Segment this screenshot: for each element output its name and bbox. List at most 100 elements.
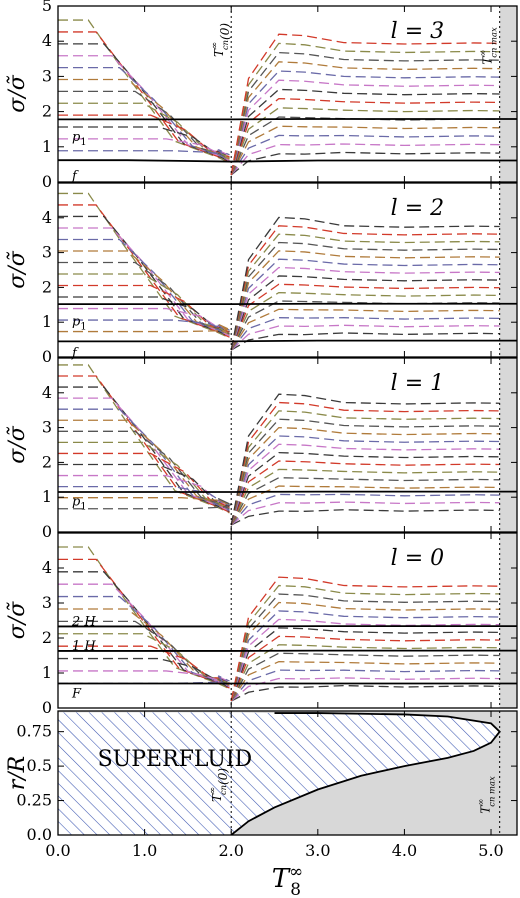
- mode-curve-superfluid: [230, 134, 500, 176]
- y-tick-label: 4: [42, 558, 52, 577]
- y-tick-label: 0.0: [27, 825, 52, 844]
- panel-2: l = 2 p1 f 0 1 2 3 4 σ/σ̃: [5, 182, 518, 366]
- mode-curve-superfluid: [230, 275, 500, 351]
- y-tick-label: 0: [42, 522, 52, 541]
- mode-curve-normal: [58, 571, 230, 688]
- panel-frame: [57, 532, 518, 709]
- mode-curve-superfluid: [230, 477, 500, 526]
- mode-label: p1: [72, 130, 87, 148]
- critical-temp-label: T∞cn(0): [207, 768, 230, 802]
- mode-curve-normal: [58, 273, 230, 334]
- mode-curve-normal: [58, 102, 230, 159]
- mode-curve-normal: [58, 657, 230, 684]
- mode-curve-superfluid: [230, 418, 500, 526]
- mode-curve-superfluid: [230, 684, 500, 702]
- mode-curve-superfluid: [230, 601, 500, 702]
- panel-title: l = 2: [391, 196, 444, 221]
- mode-curve-superfluid: [230, 241, 500, 351]
- x-axis-label: T∞ 8: [272, 861, 303, 898]
- superfluid-hatch: [58, 712, 500, 835]
- y-tick-label: 3: [42, 66, 52, 85]
- normal-strip: [499, 533, 517, 708]
- mode-curve-normal: [58, 215, 230, 338]
- mode-curve-superfluid: [230, 250, 500, 351]
- y-tick-label: 3: [42, 243, 52, 262]
- mode-curve-superfluid: [230, 33, 500, 176]
- mode-curve-normal: [58, 90, 230, 160]
- mode-label: f: [71, 169, 79, 184]
- mode-curve-superfluid: [230, 283, 500, 351]
- mode-curve-superfluid: [230, 618, 500, 702]
- mode-curve-normal: [58, 19, 230, 164]
- mode-curve-superfluid: [230, 61, 500, 176]
- panel-5: SUPERFLUID 0.0 0.25 0.5 0.75 r/R: [5, 710, 518, 844]
- mode-curve-superfluid: [230, 493, 500, 526]
- mode-curve-superfluid: [230, 485, 500, 526]
- mode-curve-superfluid: [230, 576, 500, 702]
- x-tick-label: 1.0: [132, 841, 157, 860]
- y-tick-label: 2: [42, 277, 52, 296]
- mode-label: F: [71, 686, 82, 701]
- mode-curve-superfluid: [230, 443, 500, 526]
- y-tick-label: 2: [42, 452, 52, 471]
- mode-curve-superfluid: [230, 410, 500, 526]
- mode-curve-superfluid: [230, 317, 500, 351]
- mode-label: p1: [72, 495, 87, 513]
- mode-curve-superfluid: [230, 468, 500, 526]
- mode-curve-superfluid: [230, 51, 500, 176]
- mode-curve-superfluid: [230, 216, 500, 351]
- mode-curve-normal: [58, 238, 230, 336]
- mode-curve-superfluid: [230, 644, 500, 702]
- mode-curve-superfluid: [230, 669, 500, 702]
- mode-curve-superfluid: [230, 435, 500, 526]
- critical-temp-label: T∞cn max: [476, 776, 497, 814]
- mode-curve-superfluid: [230, 291, 500, 351]
- superfluid-label: SUPERFLUID: [98, 747, 253, 772]
- y-tick-label: 4: [42, 208, 52, 227]
- mode-curve-superfluid: [230, 660, 500, 702]
- x-tick-label: 5.0: [478, 841, 503, 860]
- mode-curve-superfluid: [230, 233, 500, 351]
- mode-curve-normal: [58, 284, 230, 333]
- critical-temp-label: T∞cn(0): [209, 23, 232, 57]
- y-axis-label: σ/σ̃: [5, 425, 30, 463]
- y-tick-label: 0: [42, 172, 52, 191]
- x-tick-label: 3.0: [305, 841, 330, 860]
- mode-curve-normal: [58, 250, 230, 335]
- mode-label: 1 H: [72, 639, 96, 654]
- mode-curve-superfluid: [230, 88, 500, 176]
- panel-frame: [57, 710, 518, 836]
- mode-curve-superfluid: [230, 584, 500, 702]
- y-tick-label: 1: [42, 137, 52, 156]
- y-axis-label: σ/σ̃: [5, 250, 30, 288]
- mode-curve-normal: [58, 43, 230, 162]
- mode-curve-superfluid: [230, 652, 500, 702]
- y-tick-label: 3: [42, 593, 52, 612]
- mode-curve-superfluid: [230, 143, 500, 176]
- y-tick-label: 2: [42, 628, 52, 647]
- mode-curve-normal: [58, 66, 230, 161]
- x-axis: T∞ 8 0.0 1.0 2.0 3.0 4.0 5.0: [45, 841, 503, 898]
- mode-curve-normal: [58, 583, 230, 688]
- y-axis-label: σ/σ̃: [5, 601, 30, 639]
- mode-curve-normal: [58, 323, 230, 333]
- panel-frame: [57, 182, 518, 358]
- y-tick-label: 1: [42, 487, 52, 506]
- panel-title: l = 3: [391, 19, 444, 44]
- mode-curve-superfluid: [230, 401, 500, 526]
- mode-curve-superfluid: [230, 151, 500, 176]
- mode-curve-superfluid: [230, 509, 500, 526]
- mode-curve-superfluid: [230, 125, 500, 176]
- mode-curve-superfluid: [230, 116, 500, 176]
- mode-curve-normal: [58, 375, 230, 513]
- mode-curve-normal: [58, 441, 230, 509]
- y-tick-label: 2: [42, 102, 52, 121]
- mode-curve-superfluid: [230, 627, 500, 702]
- panel-title: l = 0: [391, 546, 444, 571]
- panel-3: l = 1 p1 0 1 2 3 4 σ/σ̃: [5, 357, 518, 541]
- mode-label: p1: [72, 314, 87, 332]
- mode-curve-superfluid: [230, 460, 500, 526]
- mode-curve-superfluid: [230, 451, 500, 526]
- mode-curve-normal: [58, 192, 230, 339]
